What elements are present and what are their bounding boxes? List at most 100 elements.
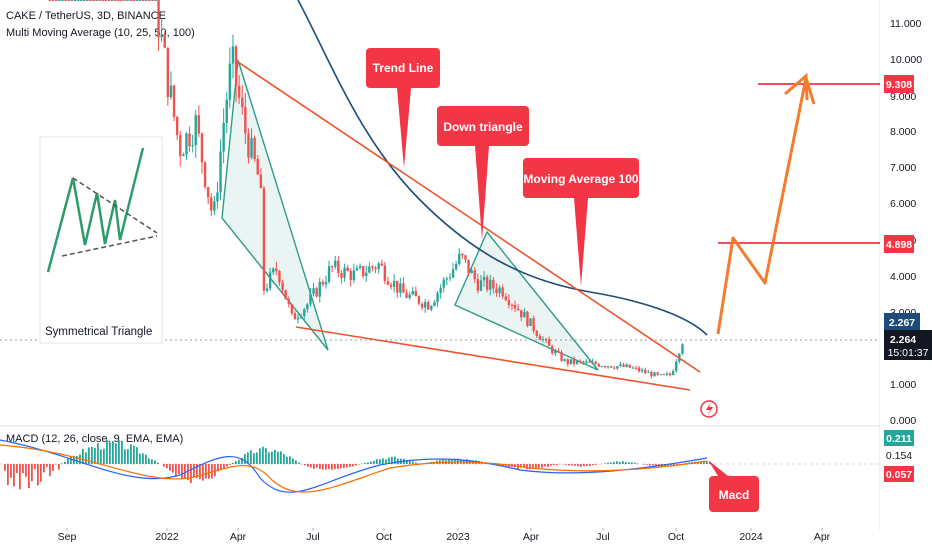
macd-title[interactable]: MACD (12, 26, close, 9, EMA, EMA) — [6, 433, 184, 445]
macd-histogram-bar — [115, 443, 117, 464]
macd-histogram-bar — [157, 462, 159, 464]
macd-histogram-bar — [634, 462, 636, 464]
macd-histogram-bar — [379, 459, 381, 464]
macd-histogram-bar — [256, 452, 258, 464]
signal-value-label: 0.154 — [884, 447, 914, 463]
macd-histogram-bar — [397, 458, 399, 464]
candle — [268, 272, 272, 289]
macd-histogram-bar — [205, 464, 207, 479]
time-tick: Jul — [306, 531, 319, 543]
macd-label: Macd — [719, 488, 750, 502]
candle — [234, 46, 238, 86]
inset-symmetrical-triangle: Symmetrical Triangle — [39, 136, 163, 344]
macd-histogram-bar — [643, 464, 645, 465]
macd-line — [0, 439, 708, 493]
candle — [408, 294, 411, 298]
macd-histogram-bar — [703, 462, 705, 464]
macd-histogram-bar — [670, 464, 672, 466]
candle — [510, 304, 514, 306]
candle — [287, 299, 290, 305]
candle — [554, 350, 557, 354]
macd-histogram-bar — [259, 448, 261, 464]
indicator-title[interactable]: Multi Moving Average (10, 25, 50, 100) — [6, 27, 195, 39]
macd-histogram-bar — [709, 462, 711, 464]
candle — [86, 0, 89, 1]
macd-histogram-bar — [166, 464, 168, 469]
macd-histogram-bar — [508, 464, 510, 469]
down-triangle-label: Down triangle — [443, 120, 523, 134]
candle — [284, 289, 287, 300]
price-label-last: 2.264 15:01:37 — [884, 330, 932, 360]
macd-histogram-bar — [103, 448, 105, 464]
candle — [597, 364, 600, 367]
macd-histogram-bar — [700, 461, 702, 464]
macd-histogram-bar — [58, 464, 60, 470]
candle — [647, 372, 650, 374]
candle — [640, 369, 644, 372]
macd-histogram-bar — [151, 459, 153, 464]
macd-histogram-bar — [328, 464, 330, 470]
macd-histogram-bar — [124, 449, 126, 464]
macd-histogram-bar — [292, 458, 294, 464]
signal-line — [0, 444, 708, 493]
candle — [110, 0, 114, 1]
candle — [98, 0, 101, 1]
candle — [479, 280, 483, 291]
macd-histogram-bar — [331, 464, 333, 470]
macd-histogram-bar — [334, 464, 336, 470]
candle — [402, 283, 405, 293]
candle — [405, 292, 408, 298]
ma100-line — [297, 0, 708, 336]
macd-histogram-bar — [577, 464, 579, 467]
candle — [461, 253, 464, 256]
candle — [476, 279, 480, 291]
macd-histogram-bar — [442, 459, 444, 464]
macd-histogram-bar — [130, 444, 132, 464]
macd-histogram-bar — [106, 439, 108, 464]
macd-histogram-bar — [622, 461, 624, 464]
macd-histogram-bar — [343, 464, 345, 468]
candle — [275, 268, 278, 272]
event-marker-icon[interactable] — [700, 400, 718, 418]
macd-histogram-bar — [532, 464, 534, 470]
time-tick: Jul — [596, 531, 609, 543]
macd-histogram-bar — [238, 459, 240, 464]
candle — [55, 0, 58, 1]
macd-histogram-bar — [382, 458, 384, 464]
macd-histogram-bar — [127, 449, 129, 464]
macd-histogram-bar — [265, 448, 267, 464]
candle — [340, 273, 343, 278]
candle — [315, 288, 318, 297]
macd-histogram-bar — [553, 464, 555, 466]
macd-histogram-bar — [28, 464, 30, 489]
candle — [358, 266, 362, 269]
svg-text:0.211: 0.211 — [886, 433, 912, 445]
candle — [656, 372, 659, 375]
macd-histogram-bar — [631, 462, 633, 464]
price-label-target-mid: 4.898 — [884, 235, 914, 253]
candle — [79, 0, 83, 1]
macd-histogram-bar — [652, 464, 654, 466]
price-tick: 7.000 — [890, 162, 916, 174]
candle — [650, 372, 653, 377]
macd-histogram-bar — [139, 453, 141, 464]
macd-histogram-bar — [7, 464, 9, 486]
candle — [296, 317, 300, 320]
macd-histogram-bar — [202, 464, 204, 481]
macd-histogram-bar — [268, 452, 270, 464]
candle — [513, 304, 517, 309]
candle — [600, 366, 604, 368]
candle — [389, 284, 393, 287]
price-tick: 6.000 — [890, 198, 916, 210]
macd-histogram-bar — [274, 449, 276, 464]
candle — [520, 310, 523, 318]
macd-histogram-bar — [235, 461, 237, 464]
time-tick: Oct — [376, 531, 392, 543]
time-tick: 2022 — [155, 531, 179, 543]
candle — [101, 0, 104, 1]
candle — [383, 265, 387, 282]
macd-histogram-bar — [52, 464, 54, 471]
macd-histogram-bar — [43, 464, 45, 473]
symbol-title[interactable]: CAKE / TetherUS, 3D, BINANCE — [6, 10, 166, 22]
